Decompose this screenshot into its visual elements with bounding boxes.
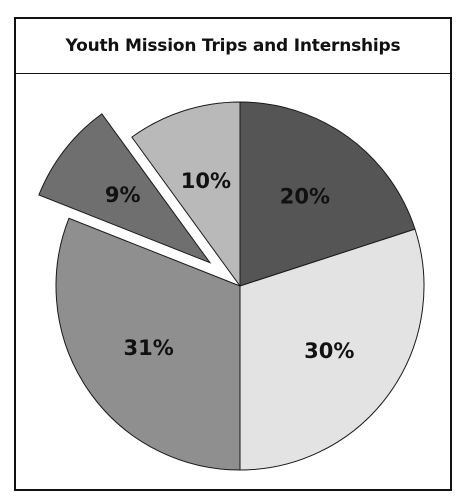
pie-label-30: 30% (304, 339, 354, 363)
pie-label-20: 20% (280, 185, 330, 209)
pie-slices (38, 101, 425, 471)
pie-labels: 20% 30% 31% 9% 10% (105, 169, 355, 363)
pie-label-31: 31% (124, 336, 174, 360)
chart-title-bar: Youth Mission Trips and Internships (16, 19, 450, 74)
pie-slice-20 (239, 101, 416, 287)
pie-slice-31 (55, 217, 241, 471)
pie-slice-9 (38, 113, 212, 264)
pie-label-10: 10% (181, 169, 231, 193)
pie-slice-30 (239, 228, 425, 471)
pie-label-9: 9% (105, 183, 141, 207)
chart-title: Youth Mission Trips and Internships (65, 36, 401, 56)
pie-slice-10 (131, 101, 241, 288)
